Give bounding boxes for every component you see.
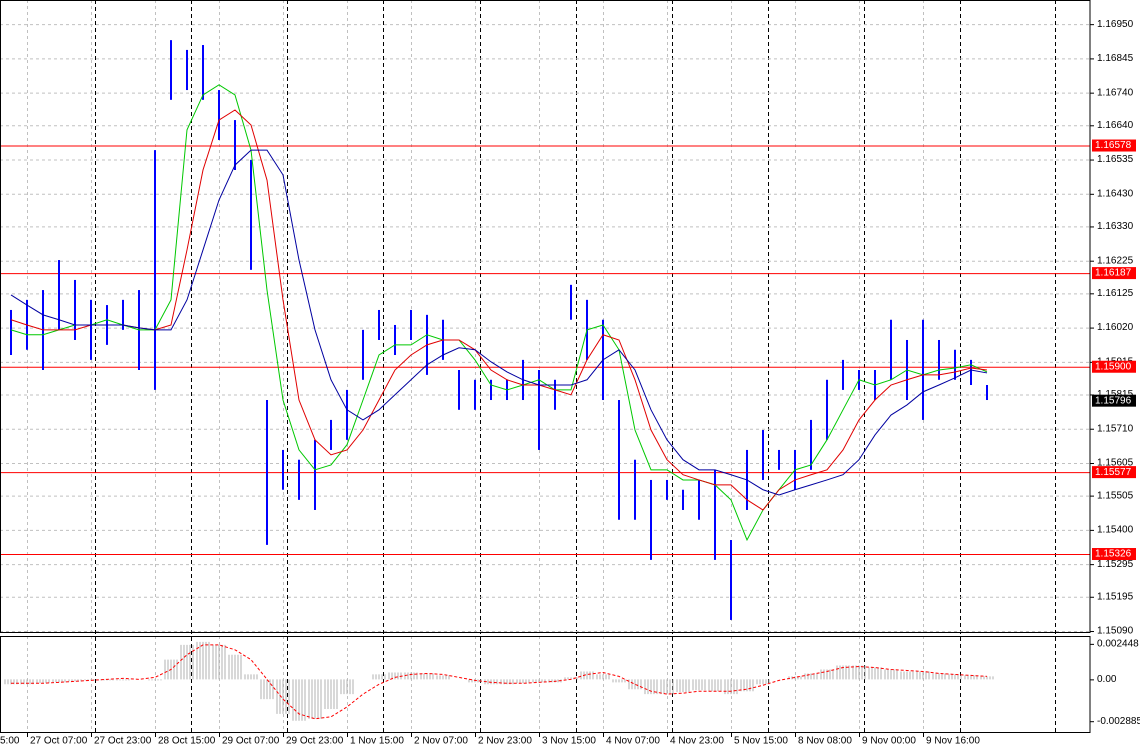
moving-average <box>10 109 988 511</box>
y-tick-label: -0.002885 <box>1097 716 1140 727</box>
y-tick-label: 1.15815 <box>1097 389 1134 400</box>
y-tick-label: 1.16125 <box>1097 288 1134 299</box>
level-label: 1.16578 <box>1095 140 1132 151</box>
level-label: 1.16187 <box>1095 268 1132 279</box>
y-tick-label: 1.15505 <box>1097 490 1134 501</box>
x-tick-label: 29 Oct 07:00 <box>222 736 280 747</box>
x-tick-label: 2 Nov 23:00 <box>478 736 532 747</box>
level-label: 1.15900 <box>1095 361 1132 372</box>
current-price-label: 1.15796 <box>1095 395 1132 406</box>
panel-border <box>0 0 1091 633</box>
y-tick-label: 1.16225 <box>1097 255 1134 266</box>
y-tick-label: 0.00 <box>1097 674 1117 685</box>
x-tick-label: 9 Nov 16:00 <box>926 736 980 747</box>
x-tick-label: 29 Oct 23:00 <box>286 736 344 747</box>
x-tick-label: 27 Oct 23:00 <box>94 736 152 747</box>
y-tick-label: 1.16740 <box>1097 87 1134 98</box>
x-tick-label: 2 Nov 07:00 <box>414 736 468 747</box>
y-tick-label: 1.15710 <box>1097 423 1134 434</box>
current-price-box <box>1092 394 1136 407</box>
level-label-box <box>1092 267 1136 280</box>
y-tick-label: 1.15090 <box>1097 626 1134 637</box>
signal-line <box>11 644 988 720</box>
level-label: 1.15326 <box>1095 549 1132 560</box>
y-tick-label: 0.002448 <box>1097 639 1139 650</box>
x-tick-label: 4 Nov 23:00 <box>670 736 724 747</box>
y-tick-label: 1.16535 <box>1097 154 1134 165</box>
x-tick-label: 5 Nov 15:00 <box>734 736 788 747</box>
x-tick-label: 4 Nov 07:00 <box>606 736 660 747</box>
y-tick-label: 1.16020 <box>1097 322 1134 333</box>
moving-average <box>10 84 988 542</box>
y-tick-label: 1.16330 <box>1097 221 1134 232</box>
y-tick-label: 1.16640 <box>1097 120 1134 131</box>
x-tick-label: 1 Nov 15:00 <box>350 736 404 747</box>
y-tick-label: 1.16950 <box>1097 19 1134 30</box>
x-tick-label: 5:00 <box>0 736 20 747</box>
level-label-box <box>1092 139 1136 152</box>
x-tick-label: 28 Oct 15:00 <box>158 736 216 747</box>
y-tick-label: 1.15295 <box>1097 559 1134 570</box>
y-tick-label: 1.15605 <box>1097 458 1134 469</box>
x-tick-label: 8 Nov 08:00 <box>798 736 852 747</box>
y-tick-label: 1.15400 <box>1097 525 1134 536</box>
x-tick-label: 3 Nov 15:00 <box>542 736 596 747</box>
y-tick-label: 1.15195 <box>1097 591 1134 602</box>
level-label-box <box>1092 548 1136 561</box>
level-label: 1.15577 <box>1095 467 1132 478</box>
x-tick-label: 9 Nov 00:00 <box>862 736 916 747</box>
period-separators <box>95 0 1056 732</box>
moving-average <box>10 149 988 496</box>
level-label-box <box>1092 466 1136 479</box>
y-tick-label: 1.16845 <box>1097 53 1134 64</box>
panel-border <box>0 636 1091 733</box>
y-tick-label: 1.16430 <box>1097 188 1134 199</box>
level-label-box <box>1092 360 1136 373</box>
x-tick-label: 27 Oct 07:00 <box>30 736 88 747</box>
